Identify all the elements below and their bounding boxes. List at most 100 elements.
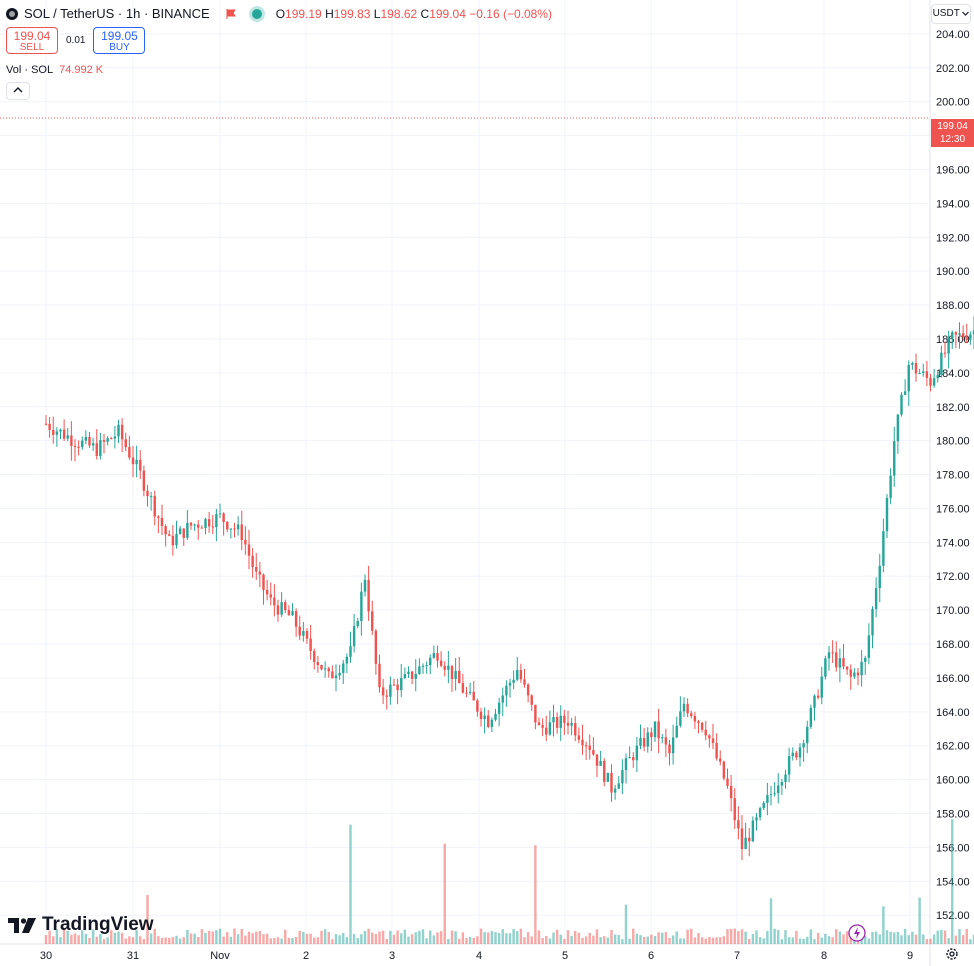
volume-bar [686,929,689,944]
volume-bar [410,934,414,944]
volume-legend-value: 74.992 K [59,64,104,76]
volume-bar [70,934,73,944]
symbol-title[interactable]: SOL / TetherUS · 1h · BINANCE [24,6,210,21]
x-tick-label: 4 [476,950,482,962]
lightning-bolt-icon[interactable] [848,924,866,942]
flag-icon[interactable] [226,8,236,19]
candle-body [951,332,954,339]
volume-bar [914,934,918,944]
volume-bar [690,928,693,944]
candle-body [501,695,504,703]
volume-bar [313,937,316,944]
candle-body [835,652,838,668]
currency-selector[interactable]: USDT [931,4,971,24]
candle-body [758,808,762,818]
candle-body [149,496,153,498]
volume-bar [719,937,722,944]
tradingview-logo[interactable]: TradingView [8,914,154,936]
volume-bar [291,938,294,944]
candle-body [280,602,283,615]
volume-bar [102,939,106,944]
candle-body [632,757,635,761]
volume-bar [671,935,675,944]
volume-bar [367,928,370,944]
candle-body [548,722,552,735]
volume-bar [490,931,494,944]
volume-bar [929,938,932,944]
volume-bar [128,936,131,944]
x-tick-label: Nov [210,950,230,962]
collapse-legend-button[interactable] [6,82,30,100]
y-tick-label: 194.00 [936,198,970,210]
candle-body [802,743,805,748]
candle-body [48,423,51,430]
volume-bar [52,936,55,944]
candle-body [874,588,878,610]
candle-body [566,722,570,726]
candle-body [55,431,59,435]
candle-body [186,522,189,538]
volume-bar [139,936,142,944]
volume-bar [262,934,265,944]
candle-body [552,716,555,723]
volume-bar [88,937,91,944]
volume-bar [360,934,363,944]
volume-bar [349,824,352,944]
x-tick-label: 3 [389,950,395,962]
buy-button[interactable]: 199.05 BUY [93,27,146,54]
volume-bar [545,935,548,944]
volume-bar [77,935,80,944]
volume-bar [309,933,312,944]
volume-bar [911,931,914,944]
volume-bar [940,929,943,944]
candle-body [824,658,827,677]
volume-bar [44,935,48,944]
candle-body [131,457,135,465]
candle-body [458,670,461,684]
volume-bar [251,933,254,944]
trade-buttons: 199.04 SELL 0.01 199.05 BUY [6,27,146,54]
candle-body [972,330,974,335]
volume-bar [207,930,211,944]
candle-body [454,670,457,680]
candle-body [157,516,160,518]
volume-bar [555,929,559,944]
volume-bar [345,937,349,944]
candle-body [273,597,276,606]
volume-bar [247,931,251,944]
candle-body [168,534,171,536]
candle-body [215,514,218,528]
candle-body [911,363,914,365]
volume-bar [693,937,697,944]
sell-button[interactable]: 199.04 SELL [6,27,58,54]
volume-bar [552,932,555,944]
spread-value: 0.01 [66,35,86,46]
candle-body [860,661,863,676]
y-tick-label: 178.00 [936,470,970,482]
volume-bar [110,930,113,944]
volume-bar [526,932,530,944]
volume-bar [704,938,707,944]
volume-bar [160,938,164,944]
volume-bar [784,930,787,944]
candle-body [845,666,849,670]
y-tick-label: 190.00 [936,266,970,278]
volume-bar [838,931,842,944]
candle-body [468,691,472,693]
candle-body [294,611,298,627]
volume-bar [606,937,610,944]
settings-gear-icon[interactable] [944,946,960,962]
volume-bar [893,932,896,944]
candle-body [671,737,675,754]
candle-body [661,737,664,739]
market-status-dot-icon[interactable] [251,8,262,19]
candle-body [639,738,642,746]
candle-body [806,726,809,744]
volume-bar [497,933,501,944]
candle-body [479,711,483,720]
candle-body [762,802,765,809]
candle-body [733,798,736,821]
volume-bar [200,929,204,944]
volume-bar [265,933,269,944]
